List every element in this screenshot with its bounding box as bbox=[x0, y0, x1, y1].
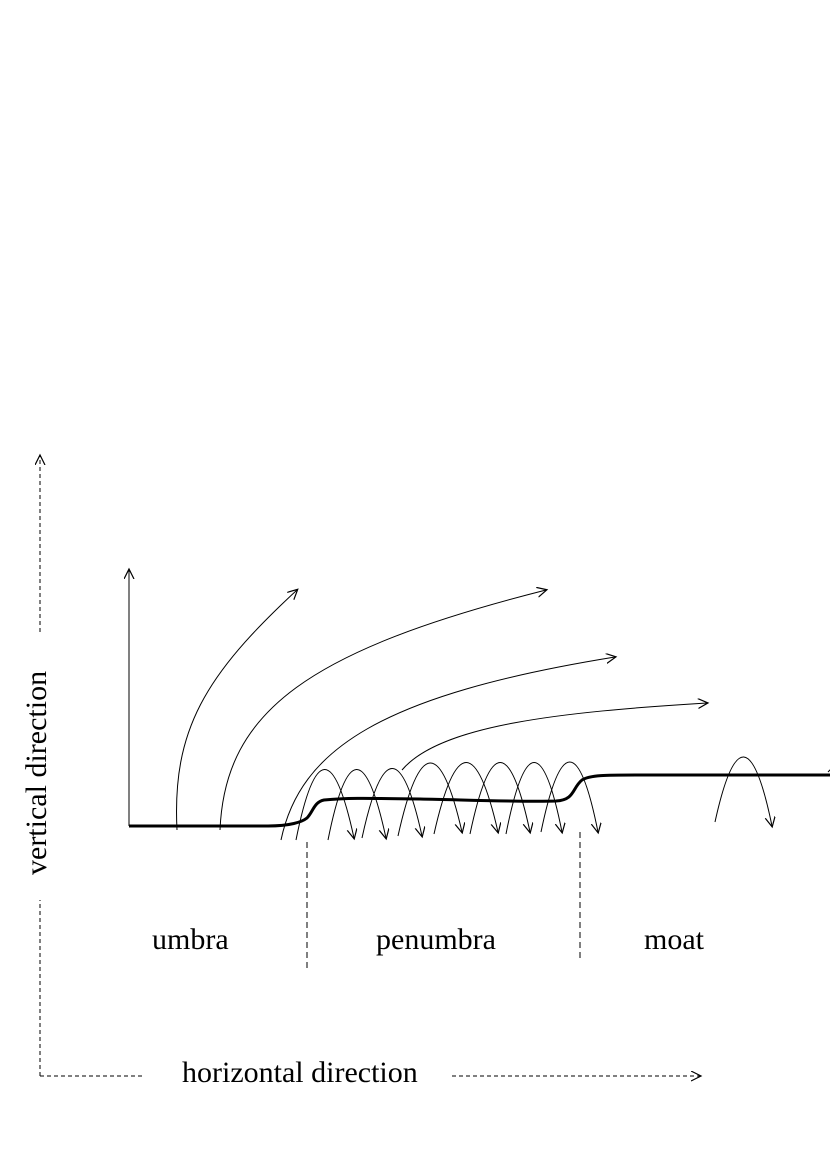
inclined-field-lines bbox=[176, 590, 707, 841]
horizontal-direction-label: horizontal direction bbox=[182, 1056, 418, 1089]
field-loop bbox=[327, 769, 386, 840]
moat-label: moat bbox=[644, 923, 704, 956]
field-loop bbox=[505, 762, 562, 834]
field-line-3 bbox=[280, 657, 615, 841]
photosphere-surface bbox=[129, 773, 830, 828]
field-loop bbox=[433, 762, 498, 834]
field-loop-edge bbox=[827, 769, 830, 773]
field-line-4 bbox=[401, 703, 707, 771]
umbra-label: umbra bbox=[152, 923, 229, 956]
field-line-2 bbox=[219, 590, 546, 831]
field-loop bbox=[361, 768, 422, 838]
moat-field-loop bbox=[714, 756, 772, 826]
penumbral-field-loops bbox=[295, 756, 830, 840]
field-loop bbox=[295, 769, 354, 840]
vertical-direction-label: vertical direction bbox=[20, 670, 53, 875]
penumbra-label: penumbra bbox=[376, 923, 496, 956]
field-line-1 bbox=[176, 590, 297, 831]
field-loop bbox=[397, 762, 462, 837]
